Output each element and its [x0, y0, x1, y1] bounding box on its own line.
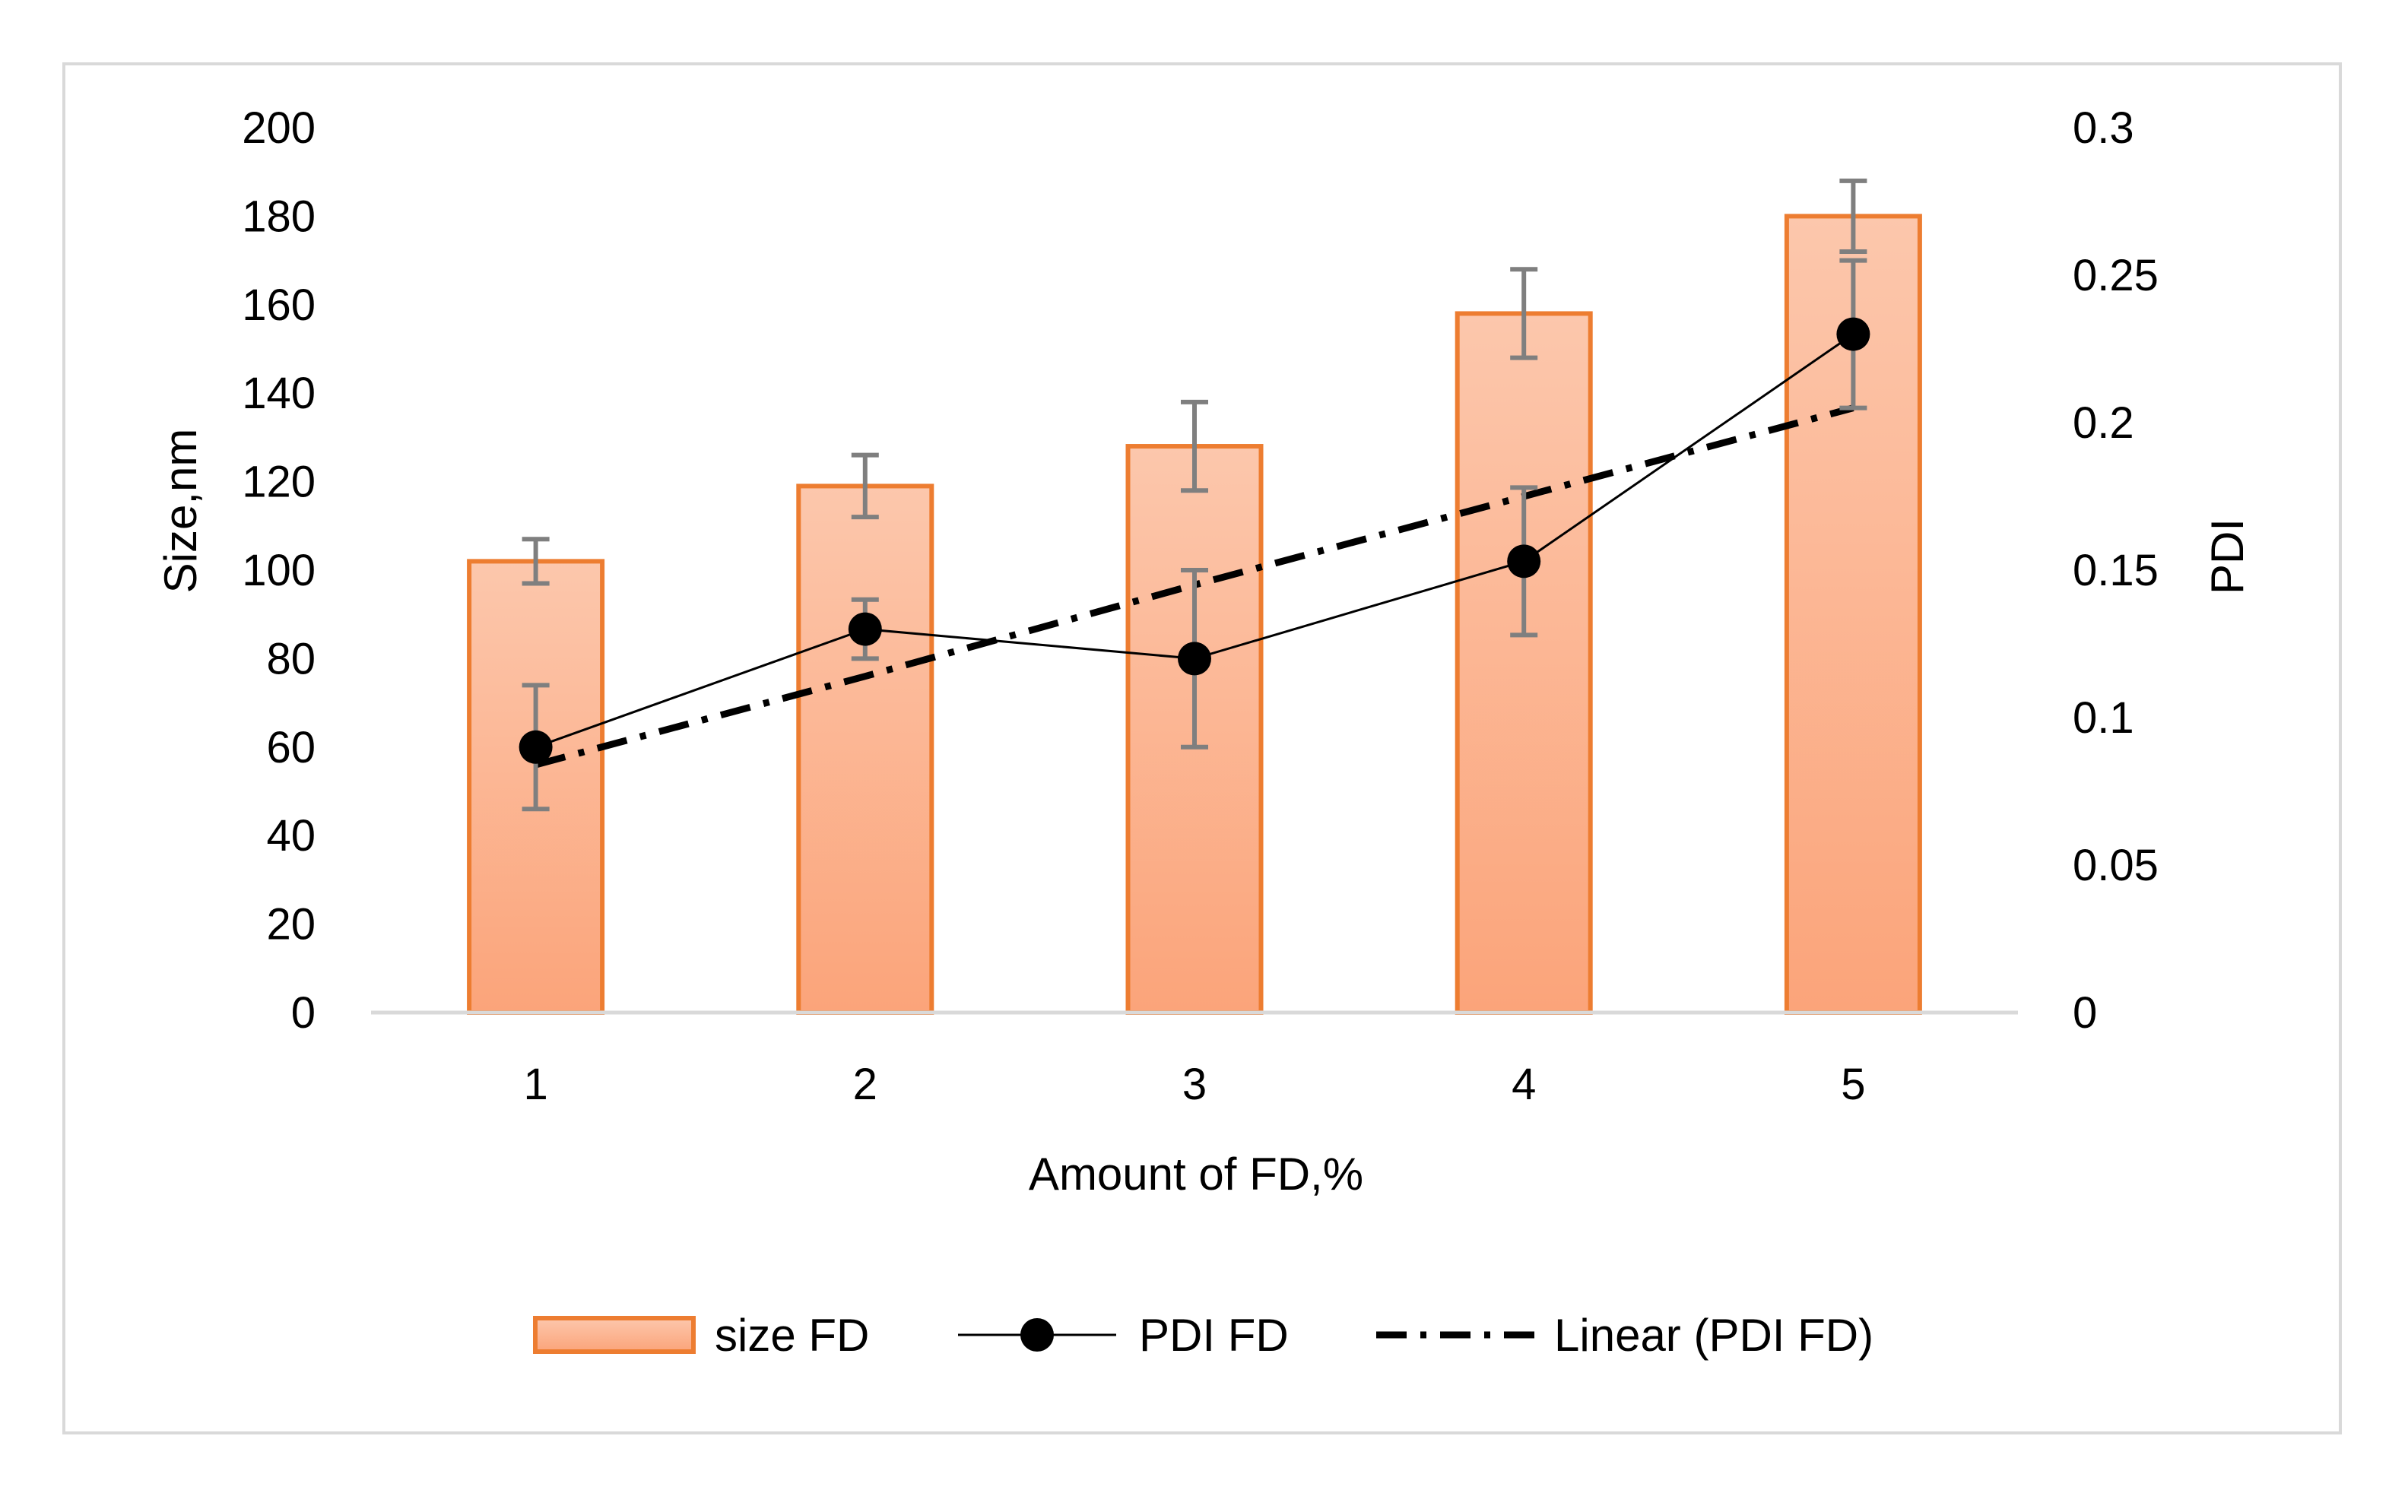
y-left-tick-160: 160	[242, 281, 316, 330]
x-tick-labels: 1 2 3 4 5	[523, 1060, 1865, 1109]
y-left-tick-80: 80	[266, 634, 316, 683]
y-axis-left-title: Size,nm	[155, 429, 206, 594]
y-left-tick-200: 200	[242, 103, 316, 153]
y-right-tick-0.05: 0.05	[2073, 841, 2159, 890]
legend-marker-pdi-fd	[1020, 1318, 1054, 1352]
y-left-tick-20: 20	[266, 900, 316, 949]
legend-label-pdi-fd: PDI FD	[1139, 1310, 1289, 1361]
x-tick-1: 1	[523, 1060, 547, 1109]
x-axis-title: Amount of FD,%	[1029, 1149, 1363, 1200]
bar-error-4	[1510, 267, 1538, 360]
y-right-tick-labels: 0 0.05 0.1 0.15 0.2 0.25 0.3	[2073, 103, 2159, 1038]
legend-label-size-fd: size FD	[715, 1310, 869, 1361]
x-tick-3: 3	[1182, 1060, 1207, 1109]
bar-error-3	[1181, 399, 1208, 493]
y-left-tick-120: 120	[242, 458, 316, 507]
y-right-tick-0.3: 0.3	[2073, 103, 2134, 153]
y-left-tick-180: 180	[242, 192, 316, 241]
legend: size FD PDI FD Linear (PDI FD)	[533, 1310, 1873, 1361]
y-right-tick-0.1: 0.1	[2073, 693, 2134, 743]
y-right-tick-0: 0	[2073, 988, 2097, 1038]
pdi-point-2	[848, 612, 882, 646]
y-left-tick-100: 100	[242, 546, 316, 595]
y-left-tick-140: 140	[242, 369, 316, 418]
y-right-tick-0.15: 0.15	[2073, 546, 2159, 595]
pdi-point-1	[519, 730, 553, 764]
bar-error-2	[851, 452, 879, 520]
y-right-tick-0.25: 0.25	[2073, 251, 2159, 300]
x-tick-2: 2	[853, 1060, 877, 1109]
y-left-tick-labels: 0 20 40 60 80 100 120 140 160 180 200	[242, 103, 316, 1038]
pdi-point-4	[1507, 544, 1541, 578]
pdi-points	[519, 317, 1870, 764]
bar-error-1	[522, 537, 550, 586]
legend-swatch-size-fd	[533, 1316, 696, 1354]
x-tick-5: 5	[1841, 1060, 1865, 1109]
bar-error-5	[1839, 178, 1867, 254]
y-left-tick-0: 0	[291, 988, 316, 1038]
bar-error-bars	[522, 178, 1867, 586]
bar-size-fd-4	[1455, 311, 1593, 1015]
x-tick-4: 4	[1512, 1060, 1536, 1109]
y-left-tick-40: 40	[266, 811, 316, 861]
pdi-point-3	[1178, 642, 1211, 676]
y-right-tick-0.2: 0.2	[2073, 398, 2134, 448]
y-axis-right-title: PDI	[2202, 518, 2253, 594]
legend-label-linear: Linear (PDI FD)	[1554, 1310, 1873, 1361]
bar-size-fd-2	[796, 483, 934, 1015]
y-left-tick-60: 60	[266, 723, 316, 772]
pdi-point-5	[1836, 317, 1870, 351]
